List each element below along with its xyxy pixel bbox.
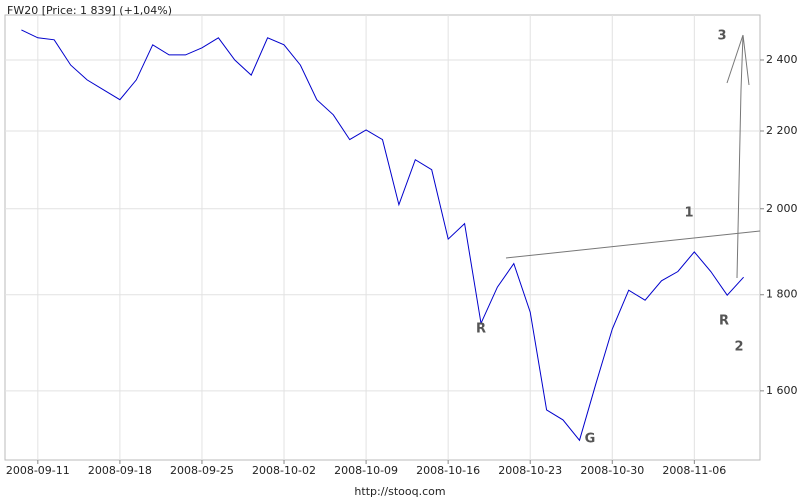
x-tick-label: 2008-09-11 <box>6 464 70 477</box>
y-tick-label: 2 400 <box>766 53 798 66</box>
annotation: 2 <box>734 340 743 355</box>
x-tick-label: 2008-10-30 <box>580 464 644 477</box>
annotation: 1 <box>684 206 693 221</box>
target-arrow <box>726 34 744 84</box>
x-tick-label: 2008-09-18 <box>88 464 152 477</box>
annotation: R <box>719 314 729 329</box>
annotation: G <box>585 432 596 447</box>
x-tick-label: 2008-10-09 <box>334 464 398 477</box>
target-arrow <box>736 34 750 279</box>
y-tick-label: 1 800 <box>766 288 798 301</box>
annotation: R <box>476 322 486 337</box>
price-line <box>21 29 744 442</box>
y-tick-label: 1 600 <box>766 384 798 397</box>
annotation: 3 <box>717 29 726 44</box>
plot-frame <box>4 14 761 461</box>
x-tick-label: 2008-10-23 <box>498 464 562 477</box>
y-tick-label: 2 000 <box>766 202 798 215</box>
y-tick-label: 2 200 <box>766 124 798 137</box>
x-tick-label: 2008-10-16 <box>416 464 480 477</box>
neckline <box>505 230 761 259</box>
x-tick-label: 2008-11-06 <box>662 464 726 477</box>
x-tick-label: 2008-09-25 <box>170 464 234 477</box>
footer: http://stooq.com <box>354 485 445 498</box>
chart-title: FW20 [Price: 1 839] (+1,04%) <box>7 4 172 17</box>
plot: 1 600 1 800 2 000 2 200 2 400 2008-09-11 2008-… <box>5 15 798 477</box>
x-tick-label: 2008-10-02 <box>252 464 316 477</box>
